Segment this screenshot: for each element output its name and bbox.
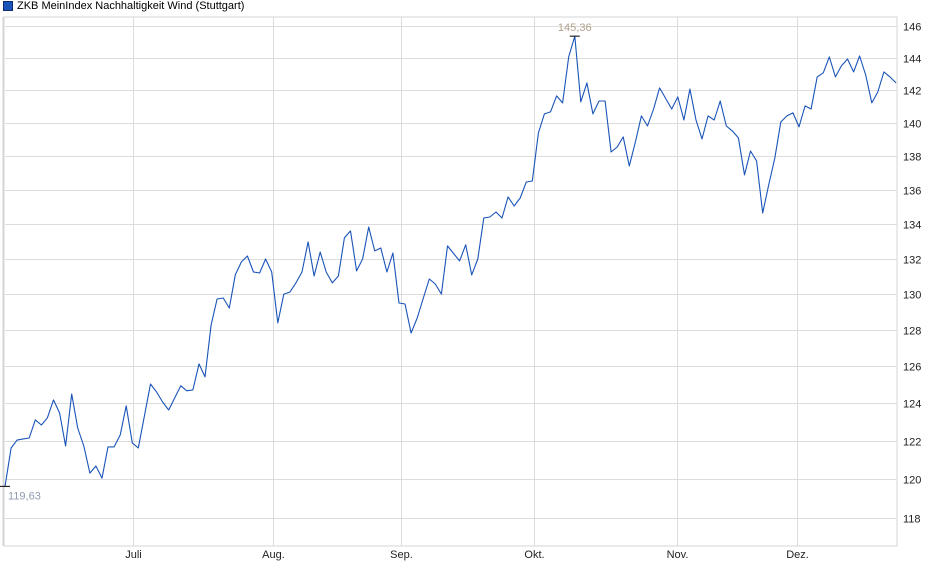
y-tick-label: 122 bbox=[903, 437, 921, 449]
x-tick-label: Dez. bbox=[786, 549, 809, 561]
legend: ZKB MeinIndex Nachhaltigkeit Wind (Stutt… bbox=[3, 0, 244, 12]
y-axis-ticks: 118 120 122 124 126 128 130 132 134 136 138 140 142 1… bbox=[903, 22, 921, 526]
series-line bbox=[4, 35, 897, 487]
series-layer bbox=[4, 35, 897, 487]
y-tick-label: 140 bbox=[903, 119, 921, 131]
x-tick-label: Sep. bbox=[390, 549, 413, 561]
y-tick-label: 138 bbox=[903, 152, 921, 164]
y-tick-label: 128 bbox=[903, 326, 921, 338]
legend-label: ZKB MeinIndex Nachhaltigkeit Wind (Stutt… bbox=[17, 0, 245, 12]
y-tick-label: 120 bbox=[903, 475, 921, 487]
y-tick-label: 144 bbox=[903, 54, 921, 66]
y-tick-label: 126 bbox=[903, 362, 921, 374]
x-axis-ticks: Juli Aug. Sep. Okt. Nov. Dez. bbox=[125, 549, 809, 561]
min-label: 119,63 bbox=[8, 490, 41, 502]
x-tick-label: Nov. bbox=[667, 549, 689, 561]
y-tick-label: 124 bbox=[903, 399, 921, 411]
y-tick-label: 134 bbox=[903, 220, 921, 232]
grid bbox=[2, 16, 898, 547]
y-tick-label: 136 bbox=[903, 186, 921, 198]
plot-frame bbox=[3, 16, 898, 547]
y-tick-label: 146 bbox=[903, 22, 921, 34]
x-tick-label: Juli bbox=[125, 549, 142, 561]
x-tick-label: Aug. bbox=[262, 549, 285, 561]
y-tick-label: 130 bbox=[903, 290, 921, 302]
x-tick-label: Okt. bbox=[524, 549, 544, 561]
y-tick-label: 118 bbox=[903, 514, 921, 526]
legend-swatch bbox=[3, 1, 13, 11]
max-label: 145,36 bbox=[558, 22, 592, 34]
min-max-markers: 119,63 145,36 bbox=[0, 22, 592, 502]
y-tick-label: 132 bbox=[903, 255, 921, 267]
y-tick-label: 142 bbox=[903, 86, 921, 98]
